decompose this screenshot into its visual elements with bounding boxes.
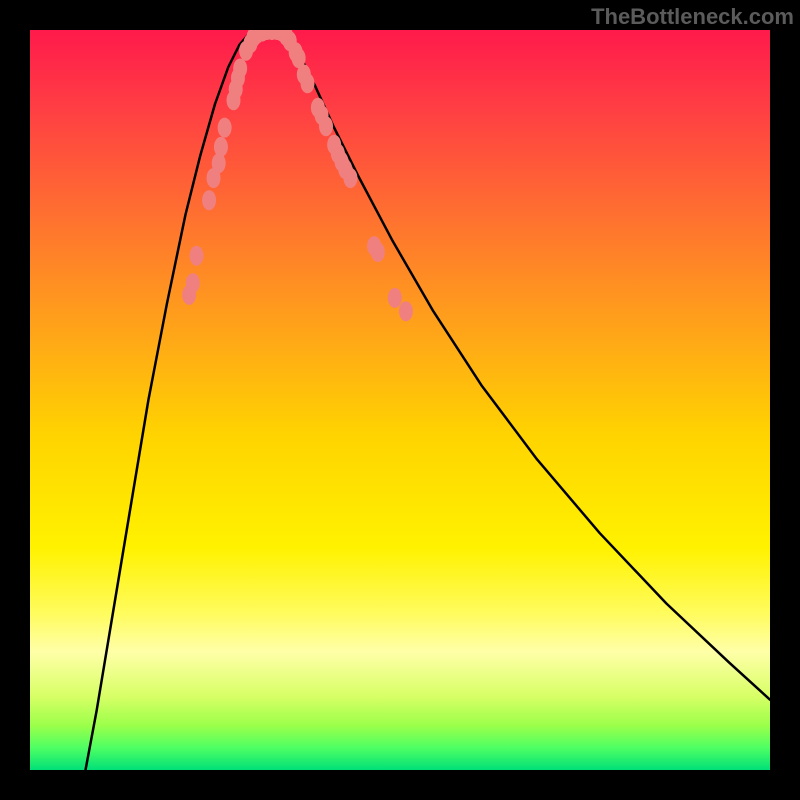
- data-marker: [399, 301, 413, 321]
- watermark-text: TheBottleneck.com: [591, 4, 794, 30]
- data-marker: [190, 246, 204, 266]
- data-marker: [233, 58, 247, 78]
- data-marker: [186, 273, 200, 293]
- data-marker: [218, 118, 232, 138]
- data-marker: [343, 168, 357, 188]
- plot-area: [30, 30, 770, 770]
- data-marker: [301, 73, 315, 93]
- data-marker: [388, 288, 402, 308]
- data-marker: [371, 242, 385, 262]
- chart-svg: [30, 30, 770, 770]
- data-marker: [214, 137, 228, 157]
- chart-frame: TheBottleneck.com: [0, 0, 800, 800]
- data-marker: [319, 116, 333, 136]
- gradient-background: [30, 30, 770, 770]
- data-marker: [202, 190, 216, 210]
